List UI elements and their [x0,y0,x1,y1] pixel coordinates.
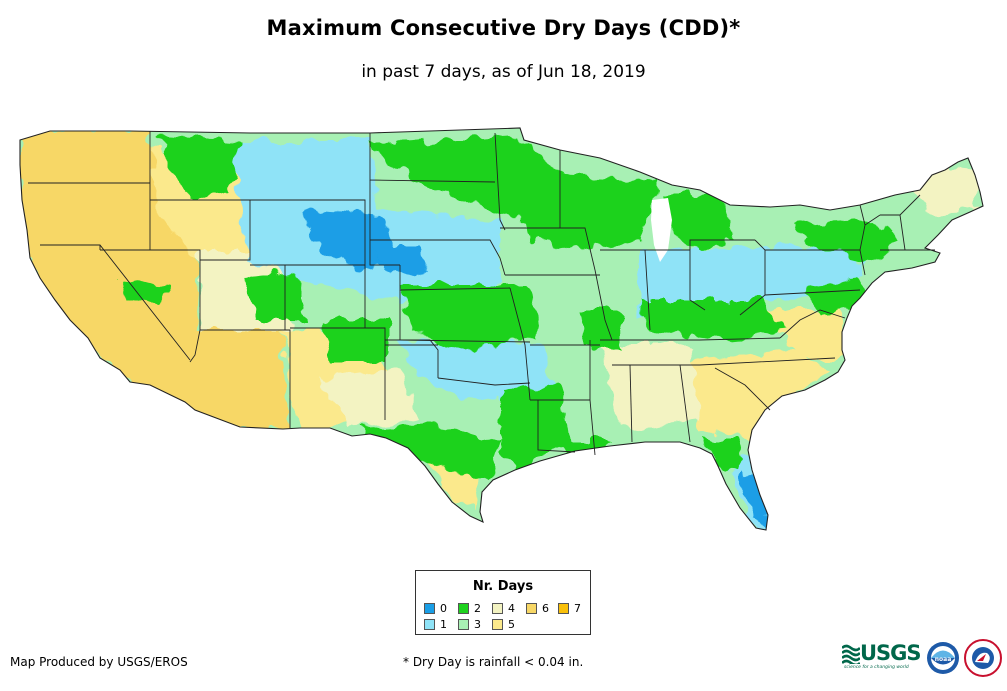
noaa-logo: noaa [927,642,959,674]
legend: Nr. Days 0 1 2 3 4 5 6 7 [415,570,591,635]
legend-label: 5 [508,618,515,631]
legend-label: 7 [574,602,581,615]
legend-label: 4 [508,602,515,615]
legend-label: 1 [440,618,447,631]
usgs-tagline: science for a changing world [844,665,909,670]
legend-title: Nr. Days [472,579,534,594]
legend-item-4: 4 [492,603,515,615]
usgs-wordmark: USGS [860,641,922,665]
legend-swatch [458,619,469,630]
dry-day-footnote: * Dry Day is rainfall < 0.04 in. [403,655,584,669]
map-credit: Map Produced by USGS/EROS [10,655,188,669]
nws-logo [964,639,1002,677]
legend-swatch [458,603,469,614]
legend-item-6: 6 [526,603,549,615]
legend-swatch [558,603,569,614]
usgs-logo: USGS science for a changing world [842,641,922,675]
legend-label: 6 [542,602,549,615]
legend-item-7: 7 [558,603,581,615]
dry-day-field [20,128,983,530]
map-subtitle: in past 7 days, as of Jun 18, 2019 [361,62,646,82]
legend-swatch [492,619,503,630]
state-boundaries [19,127,984,531]
map-title: Maximum Consecutive Dry Days (CDD)* [266,16,741,40]
legend-swatch [526,603,537,614]
legend-swatch [424,619,435,630]
usgs-wave-icon [842,644,860,664]
legend-label: 0 [440,602,447,615]
legend-item-3: 3 [458,619,481,631]
legend-label: 3 [474,618,481,631]
us-dry-days-map [19,127,984,531]
noaa-logo-text: noaa [935,656,952,663]
legend-swatch [492,603,503,614]
legend-item-0: 0 [424,603,447,615]
legend-item-2: 2 [458,603,481,615]
legend-item-1: 1 [424,619,447,631]
legend-item-5: 5 [492,619,515,631]
legend-label: 2 [474,602,481,615]
legend-swatch [424,603,435,614]
